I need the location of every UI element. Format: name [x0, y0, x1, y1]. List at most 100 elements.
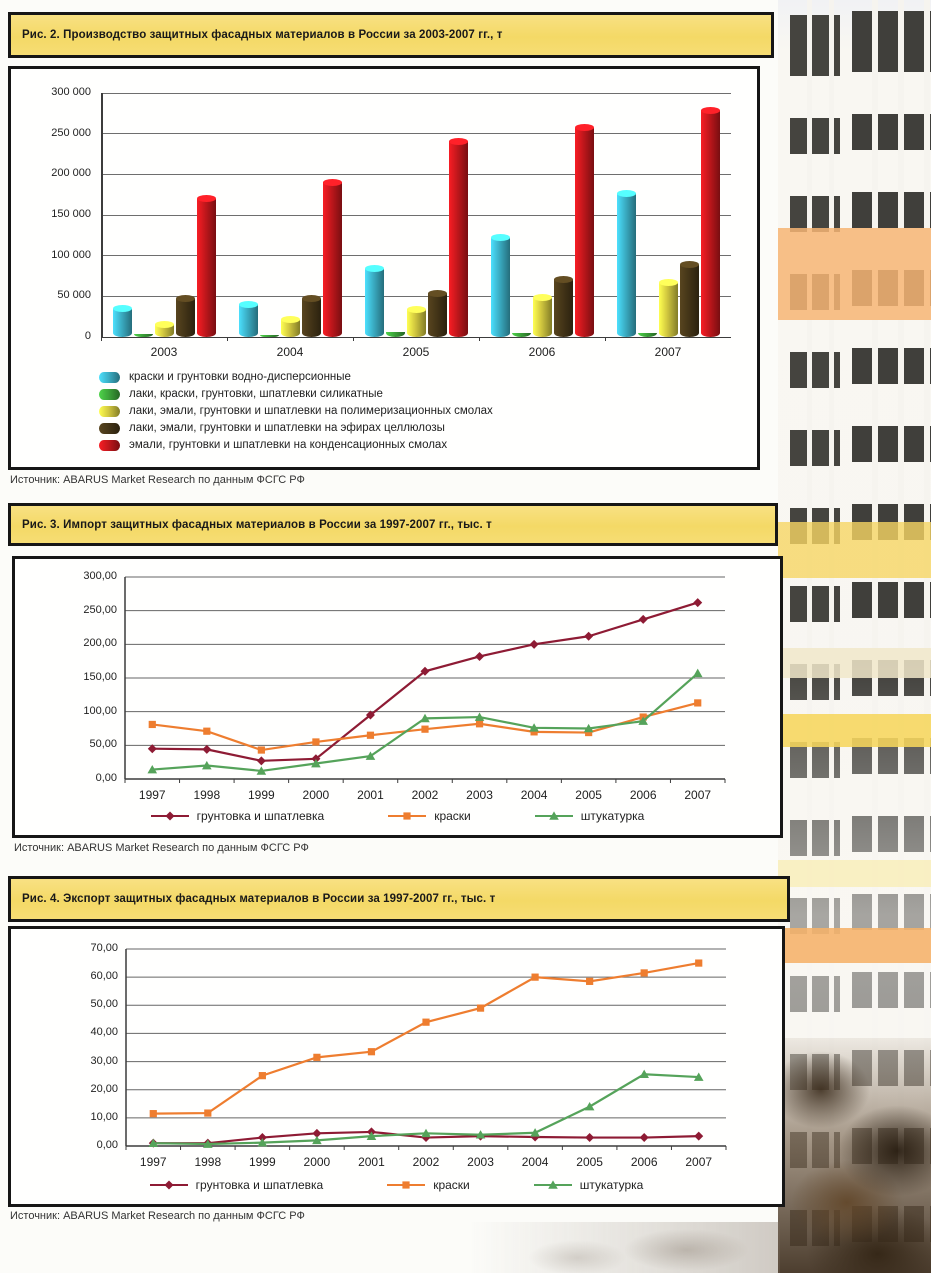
y-axis-tick-label: 0,00: [95, 772, 117, 784]
legend-item: грунтовка и шпатлевка: [150, 809, 325, 823]
data-point: [475, 1130, 486, 1139]
legend-item: эмали, грунтовки и шпатлевки на конденса…: [99, 439, 493, 451]
bar-plot-area: [101, 92, 731, 338]
data-point: [475, 720, 484, 728]
bar: [490, 237, 510, 337]
y-axis-tick-label: 50,00: [89, 738, 117, 751]
data-point: [585, 1133, 595, 1143]
bar-top-cap: [490, 234, 510, 242]
figure-2-source: Источник: ABARUS Market Research по данн…: [10, 474, 305, 486]
x-axis-tick-label: 2003: [467, 1155, 494, 1169]
data-point: [312, 1135, 322, 1145]
legend-marker-shape: [548, 811, 559, 820]
bar: [385, 332, 405, 337]
y-axis-tick-label: 30,00: [90, 1054, 118, 1067]
x-axis-tick-label: 1998: [193, 788, 221, 802]
figure-2-title: Рис. 2. Производство защитных фасадных м…: [22, 29, 503, 41]
y-axis-tick-label: 10,00: [90, 1110, 118, 1123]
legend-marker-shape: [165, 811, 175, 821]
figure-3-title-bar: Рис. 3. Импорт защитных фасадных материа…: [8, 503, 778, 546]
data-point: [421, 725, 429, 733]
data-point: [203, 727, 211, 735]
line-plot-area: [124, 576, 726, 783]
legend-item: краски: [387, 1178, 470, 1192]
x-axis-tick-label: 2004: [520, 788, 548, 802]
bar: [574, 127, 594, 337]
facade-band: [778, 228, 931, 320]
x-axis-tick-label: 2004: [276, 345, 304, 359]
y-axis-tick-label: 50 000: [57, 289, 91, 302]
legend-item: краски и грунтовки водно-дисперсионные: [99, 371, 493, 383]
data-point: [584, 1102, 595, 1111]
data-point: [638, 716, 648, 725]
facade-band: [778, 714, 931, 747]
legend: краски и грунтовки водно-дисперсионные ла…: [99, 371, 493, 451]
legend-item-label: грунтовка и шпатлевка: [196, 809, 325, 823]
x-axis-tick-label: 2004: [521, 1155, 549, 1169]
line-chart-canvas: [125, 948, 727, 1150]
bar-top-cap: [532, 294, 552, 302]
grid-line: [101, 133, 731, 135]
legend-item-label: краски и грунтовки водно-дисперсионные: [129, 371, 351, 383]
legend-marker-shape: [164, 1180, 174, 1190]
y-axis-tick-label: 150 000: [51, 208, 91, 220]
x-axis-line: [101, 336, 731, 338]
data-point: [421, 1133, 431, 1143]
x-axis-tick-label: 2005: [576, 1155, 603, 1169]
data-point: [530, 728, 538, 736]
figure-4-chart-box: 0,00 10,00 20,00 30,00 40,00 50,00 60,00 70,00 1…: [8, 926, 785, 1207]
data-point: [583, 723, 594, 733]
data-point: [693, 598, 703, 608]
bar-top-cap: [238, 300, 258, 308]
data-point: [420, 666, 430, 676]
bar: [637, 332, 657, 337]
x-axis-tick-label: 1997: [138, 788, 166, 802]
legend-marker: [533, 1180, 572, 1189]
data-point: [257, 1138, 268, 1147]
y-axis-tick-label: 20,00: [90, 1082, 118, 1095]
y-axis-tick-label: 300 000: [51, 86, 91, 98]
bar-top-cap: [679, 261, 699, 269]
bar-top-cap: [553, 275, 573, 283]
data-point: [149, 1110, 157, 1118]
legend-item-label: лаки, эмали, грунтовки и шпатлевки на по…: [129, 405, 493, 417]
x-axis-tick-label: 2002: [412, 1155, 440, 1169]
data-point: [366, 731, 375, 739]
legend-marker-cylinder: [99, 422, 120, 434]
legend-item-label: грунтовка и шпатлевка: [195, 1178, 324, 1192]
legend-item-label: лаки, краски, грунтовки, шпатлевки силик…: [129, 388, 383, 400]
data-point: [692, 668, 703, 678]
legend-marker: [387, 1181, 426, 1189]
data-point: [366, 1131, 377, 1140]
data-point: [258, 1072, 266, 1080]
legend-item-label: краски: [434, 809, 471, 823]
legend-marker: [388, 812, 427, 820]
bar: [532, 297, 552, 337]
bar: [322, 182, 342, 337]
bar: [427, 293, 447, 337]
bar-top-cap: [574, 124, 594, 132]
x-axis-tick-label: 2005: [575, 788, 602, 802]
legend-marker: [534, 811, 573, 820]
data-point: [257, 746, 265, 754]
figure-3-chart-box: 0,00 50,00 100,00 150,00 200,00 250,00 300,00 1…: [12, 556, 783, 838]
y-axis-tick-label: 250 000: [51, 126, 91, 139]
bar-top-cap: [427, 289, 447, 297]
y-axis-tick-label: 0: [84, 330, 91, 342]
bar-top-cap: [112, 305, 132, 313]
figure-4-title-bar: Рис. 4. Экспорт защитных фасадных матери…: [8, 876, 790, 922]
data-point: [694, 699, 702, 707]
data-point: [312, 738, 320, 746]
x-axis-tick-label: 1998: [194, 1155, 222, 1169]
legend-marker-shape: [402, 1181, 410, 1189]
y-axis-tick-label: 250,00: [83, 603, 117, 616]
bar: [133, 333, 153, 337]
data-point: [422, 1018, 430, 1026]
y-axis-tick-label: 50,00: [90, 998, 118, 1011]
data-point: [639, 1133, 649, 1143]
legend-item-label: штукатурка: [579, 1178, 644, 1192]
trees-photo-faint: [468, 1222, 780, 1273]
data-point: [313, 1053, 321, 1061]
x-axis-tick-mark: [101, 337, 102, 341]
x-axis-tick-label: 2000: [303, 1155, 331, 1169]
